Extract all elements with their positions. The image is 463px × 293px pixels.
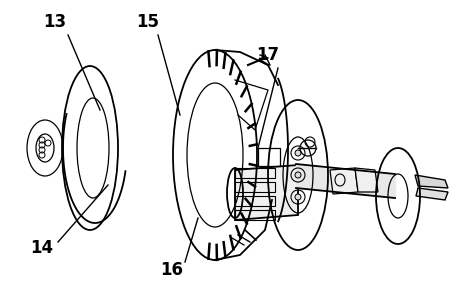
- Bar: [234, 210, 275, 220]
- Text: 15: 15: [136, 13, 159, 31]
- Text: 16: 16: [160, 261, 183, 279]
- Polygon shape: [354, 168, 377, 192]
- Ellipse shape: [294, 150, 300, 156]
- Bar: [234, 196, 275, 206]
- Bar: [234, 168, 275, 178]
- Text: 17: 17: [256, 46, 279, 64]
- Ellipse shape: [294, 194, 300, 200]
- Bar: [234, 182, 275, 192]
- Ellipse shape: [294, 172, 300, 178]
- Bar: [257, 148, 279, 166]
- Polygon shape: [414, 175, 447, 188]
- Text: 13: 13: [44, 13, 66, 31]
- Polygon shape: [234, 165, 297, 220]
- Text: 14: 14: [31, 239, 53, 257]
- Polygon shape: [329, 168, 357, 194]
- Polygon shape: [415, 188, 447, 200]
